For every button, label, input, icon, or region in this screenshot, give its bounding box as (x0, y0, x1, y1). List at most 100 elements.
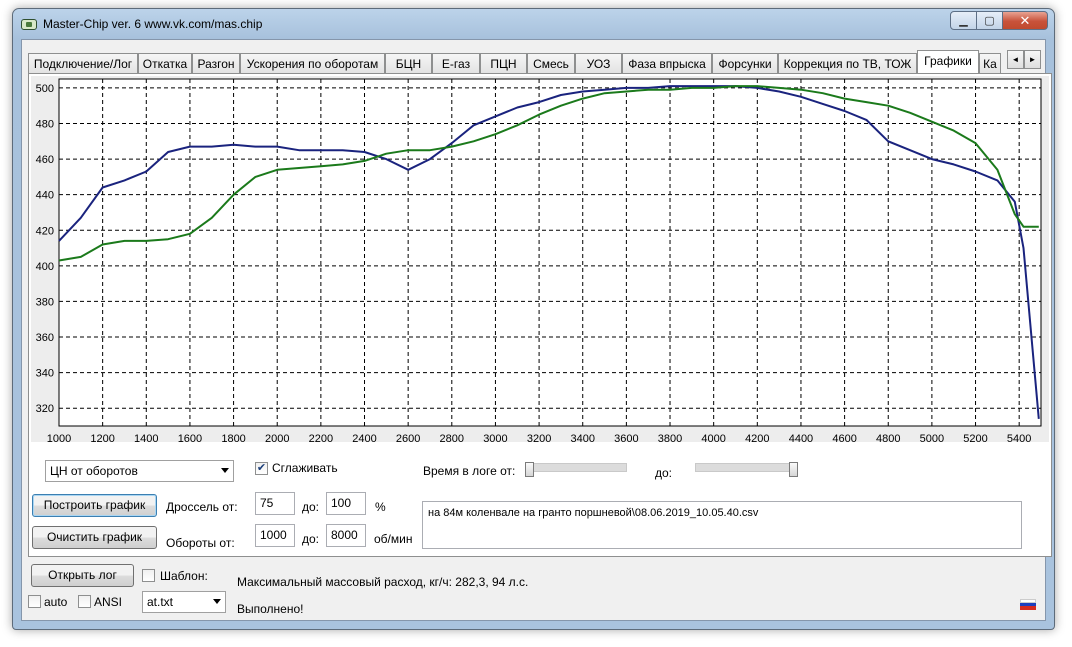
throttle-from-label: Дроссель от: (166, 500, 238, 514)
log-time-from-slider[interactable] (525, 461, 629, 481)
title-bar[interactable]: Master-Chip ver. 6 www.vk.com/mas.chip ▁… (13, 9, 1054, 39)
ansi-checkbox[interactable] (78, 595, 91, 608)
template-label: Шаблон: (160, 569, 208, 583)
tab-injectors[interactable]: Форсунки (712, 53, 778, 73)
rpm-from-input[interactable]: 1000 (255, 524, 295, 547)
flag-stripe-blue (1020, 602, 1036, 607)
chevron-down-icon (221, 468, 229, 473)
throttle-unit: % (375, 500, 386, 514)
app-icon (21, 19, 37, 30)
log-file-textbox[interactable]: на 84м коленвале на гранто поршневой\08.… (422, 501, 1022, 549)
template-checkbox[interactable] (142, 569, 155, 582)
x-tick-label: 3000 (483, 433, 507, 444)
slider-track (695, 463, 797, 472)
tab-scroll-right-button[interactable]: ► (1024, 50, 1041, 69)
russian-flag-icon[interactable] (1020, 599, 1036, 610)
throttle-to-input[interactable]: 100 (326, 492, 366, 515)
tab-otkatka[interactable]: Откатка (138, 53, 192, 73)
slider-thumb[interactable] (789, 462, 798, 477)
x-tick-label: 5400 (1007, 433, 1031, 444)
x-tick-label: 4000 (701, 433, 725, 444)
x-tick-label: 1000 (47, 433, 71, 444)
tab-connection-log[interactable]: Подключение/Лог (28, 53, 138, 73)
tab-injection-phase[interactable]: Фаза впрыска (622, 53, 712, 73)
tab-graphs[interactable]: Графики (917, 50, 979, 73)
y-tick-label: 420 (36, 225, 54, 237)
graph-type-value: ЦН от оборотов (50, 464, 138, 478)
x-tick-label: 2600 (396, 433, 420, 444)
window-controls: ▁ ▢ ✕ (950, 11, 1048, 30)
y-tick-label: 380 (36, 296, 54, 308)
log-time-from-label: Время в логе от: (423, 464, 516, 478)
series-line-2 (58, 85, 1039, 262)
close-button[interactable]: ✕ (1003, 11, 1048, 30)
tab-razgon[interactable]: Разгон (192, 53, 240, 73)
plot-area (58, 78, 1042, 427)
x-tick-label: 4600 (832, 433, 856, 444)
x-tick-label: 2200 (309, 433, 333, 444)
x-tick-label: 4800 (876, 433, 900, 444)
rpm-chart: 1000 1200 1400 1600 1800 2000 2200 2400 2600 2800… (36, 78, 1042, 444)
tab-bcn[interactable]: БЦН (385, 53, 432, 73)
x-tick-label: 2400 (352, 433, 376, 444)
log-time-to-slider[interactable] (693, 461, 799, 481)
maximize-button[interactable]: ▢ (977, 11, 1003, 30)
tab-pcn[interactable]: ПЦН (480, 53, 527, 73)
flag-stripe-white (1020, 599, 1036, 603)
template-file-value: at.txt (147, 595, 174, 609)
x-tick-label: 3600 (614, 433, 638, 444)
x-tick-label: 5000 (920, 433, 944, 444)
y-tick-label: 340 (36, 368, 54, 380)
throttle-to-label: до: (302, 500, 320, 514)
x-tick-label: 1800 (221, 433, 245, 444)
x-tick-label: 5200 (963, 433, 987, 444)
slider-thumb[interactable] (525, 462, 534, 477)
graphs-tab-panel: 1000 1200 1400 1600 1800 2000 2200 2400 2600 2800… (28, 73, 1052, 557)
tab-e-gas[interactable]: Е-газ (432, 53, 480, 73)
x-tick-label: 2800 (440, 433, 464, 444)
y-tick-label: 440 (36, 190, 54, 202)
x-tick-label: 3200 (527, 433, 551, 444)
tab-mixture[interactable]: Смесь (527, 53, 575, 73)
minimize-button[interactable]: ▁ (950, 11, 977, 30)
ansi-label: ANSI (94, 595, 123, 609)
series-line-1 (58, 85, 1040, 419)
log-time-to-label: до: (655, 466, 673, 480)
tab-rpm-acceleration[interactable]: Ускорения по оборотам (240, 53, 385, 73)
status-text: Выполнено! (237, 602, 304, 616)
x-tick-label: 1400 (134, 433, 158, 444)
x-tick-label: 2000 (265, 433, 289, 444)
x-tick-label: 4200 (745, 433, 769, 444)
client-area: Подключение/Лог Откатка Разгон Ускорения… (21, 39, 1052, 621)
x-tick-label: 3800 (658, 433, 682, 444)
smooth-label: Сглаживать (272, 461, 338, 475)
check-icon: ✔ (256, 462, 267, 474)
build-graph-button[interactable]: Построить график (32, 494, 157, 517)
open-log-button[interactable]: Открыть лог (31, 564, 134, 587)
auto-label: auto (44, 595, 68, 609)
tab-uoz[interactable]: УОЗ (575, 53, 622, 73)
rpm-to-input[interactable]: 8000 (326, 524, 366, 547)
y-tick-label: 500 (36, 83, 54, 95)
auto-checkbox[interactable] (28, 595, 41, 608)
tab-ka[interactable]: Ка (979, 53, 1001, 73)
smooth-checkbox[interactable]: ✔ (255, 462, 268, 475)
y-tick-label: 480 (36, 118, 54, 130)
template-file-select[interactable]: at.txt (142, 591, 226, 613)
window-title: Master-Chip ver. 6 www.vk.com/mas.chip (43, 17, 263, 31)
x-tick-label: 3400 (570, 433, 594, 444)
rpm-to-label: до: (302, 532, 320, 546)
throttle-from-input[interactable]: 75 (255, 492, 295, 515)
x-tick-label: 1200 (90, 433, 114, 444)
slider-track (527, 463, 627, 472)
tab-scroll-left-button[interactable]: ◄ (1007, 50, 1024, 69)
tab-correction-tv-toj[interactable]: Коррекция по ТВ, ТОЖ (778, 53, 917, 73)
graph-type-select[interactable]: ЦН от оборотов (45, 460, 234, 482)
flag-stripe-red (1020, 606, 1036, 610)
y-tick-label: 400 (36, 261, 54, 273)
y-tick-label: 320 (36, 403, 54, 415)
y-tick-label: 360 (36, 332, 54, 344)
clear-graph-button[interactable]: Очистить график (32, 526, 157, 549)
chevron-down-icon (213, 599, 221, 604)
tab-strip: Подключение/Лог Откатка Разгон Ускорения… (28, 50, 1052, 73)
